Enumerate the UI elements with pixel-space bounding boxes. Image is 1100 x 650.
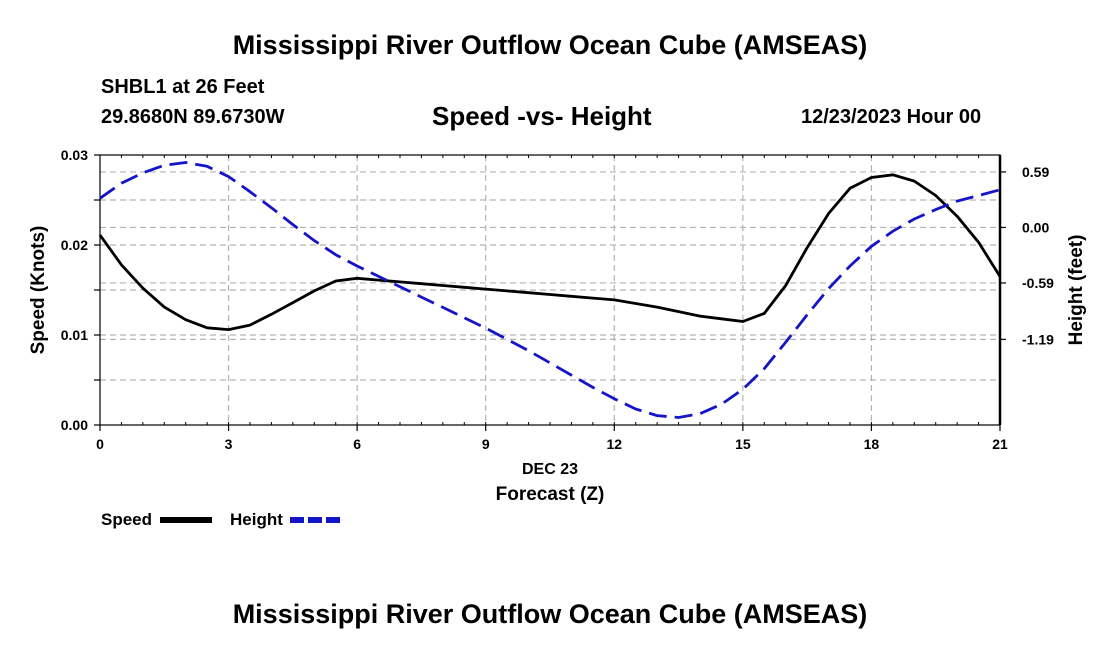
footer-title: Mississippi River Outflow Ocean Cube (AM… [232, 599, 868, 629]
x-tick-label: 9 [482, 436, 490, 452]
x-tick-label: 0 [96, 436, 104, 452]
x-tick-label: 12 [606, 436, 622, 452]
y-left-tick-label: 0.00 [61, 417, 88, 433]
y-left-tick-label: 0.03 [61, 147, 88, 163]
y-right-axis-title: Height (feet) [1066, 235, 1087, 346]
x-tick-label: 18 [864, 436, 880, 452]
series-line-speed [98, 173, 1002, 331]
y-right-tick-label: -1.19 [1022, 331, 1054, 347]
x-tick-label: 15 [735, 436, 751, 452]
y-right-tick-label: 0.59 [1022, 164, 1049, 180]
legend-speed-label: Speed [101, 510, 153, 529]
y-left-tick-label: 0.01 [61, 327, 88, 343]
station-coordinates: 29.8680N 89.6730W [101, 106, 285, 128]
x-axis-date-label: DEC 23 [522, 461, 578, 478]
y-left-tick-label: 0.02 [61, 237, 88, 253]
y-left-axis-title: Speed (Knots) [28, 226, 49, 355]
legend-height-label: Height [230, 510, 283, 529]
series-line-height [99, 161, 1001, 419]
x-tick-label: 6 [353, 436, 361, 452]
y-right-tick-label: -0.59 [1022, 275, 1054, 291]
y-right-tick-label: 0.00 [1022, 219, 1049, 235]
x-tick-label: 21 [992, 436, 1008, 452]
chart-main-title: Mississippi River Outflow Ocean Cube (AM… [232, 30, 868, 60]
station-label: SHBL1 at 26 Feet [101, 76, 265, 98]
forecast-datetime: 12/23/2023 Hour 00 [801, 106, 982, 128]
chart-subtitle: Speed -vs- Height [432, 101, 652, 131]
x-tick-label: 3 [225, 436, 233, 452]
x-axis-title: Forecast (Z) [496, 484, 605, 505]
